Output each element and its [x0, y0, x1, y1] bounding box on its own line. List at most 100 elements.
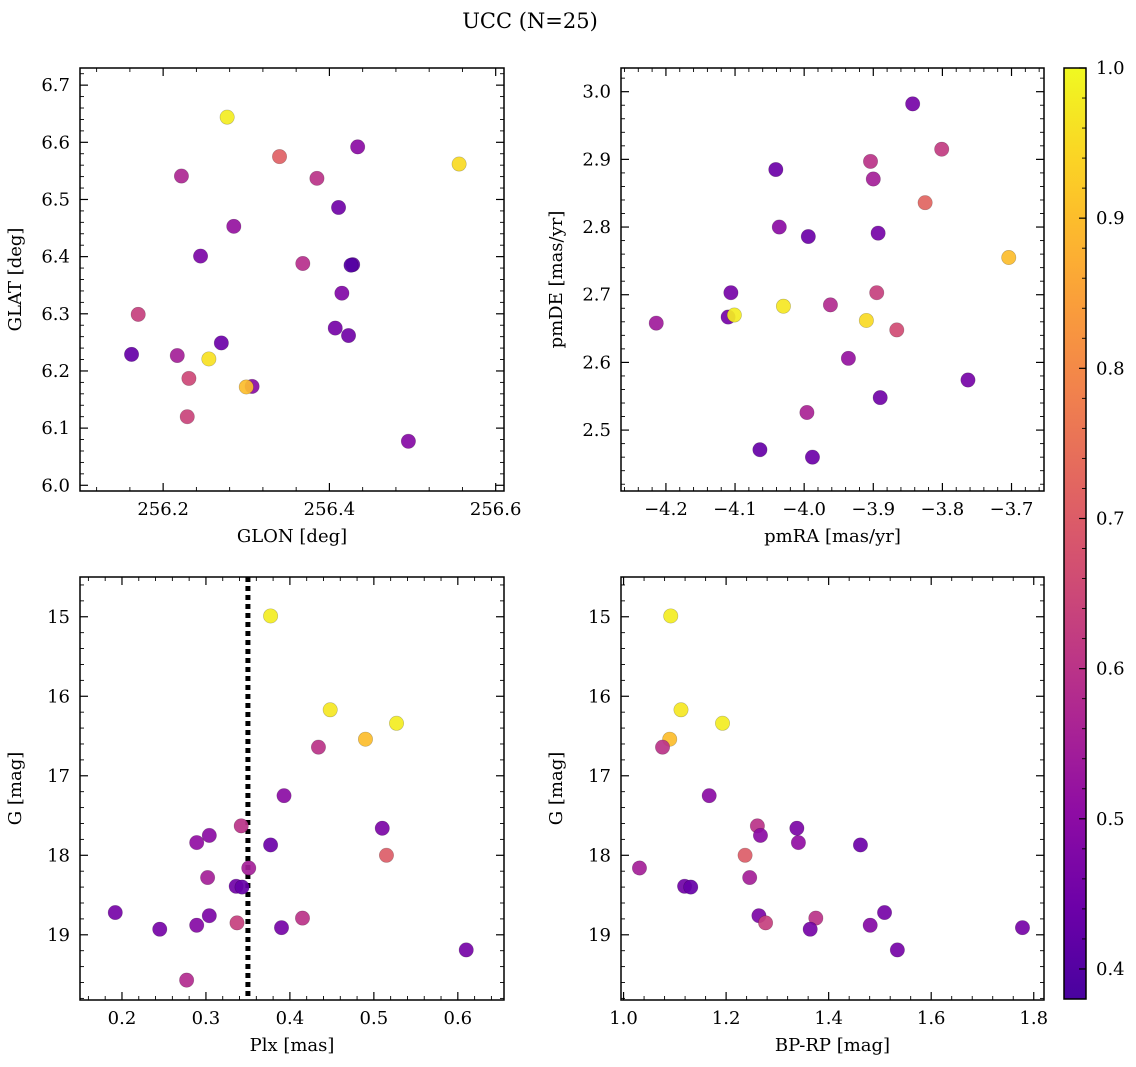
- panels: 256.2 256.4 256.6 6.0 6.1 6.2 6.3 6.4 6.5 6.6 6.7 G…: [5, 67, 1048, 1056]
- y-tick-label: 15: [47, 607, 70, 628]
- data-point: [775, 298, 791, 314]
- data-point: [179, 972, 195, 988]
- colorbar-gradient: [1064, 68, 1086, 999]
- x-tick-label: −4.2: [644, 499, 688, 520]
- data-point: [655, 739, 671, 755]
- y-tick-label: 6.7: [41, 75, 70, 96]
- x-tick-label: 1.8: [1019, 1008, 1048, 1029]
- x-tick-label: 256.6: [470, 499, 522, 520]
- data-point: [799, 404, 815, 420]
- x-tick-label: −3.8: [921, 499, 965, 520]
- data-point: [752, 442, 768, 458]
- data-point: [701, 788, 717, 804]
- panel-4: 1.0 1.2 1.4 1.6 1.8 15 16 17 18 19 BP-RP [mag] G [m…: [546, 576, 1048, 1056]
- y-tick-label: 19: [47, 925, 70, 946]
- panel-1: 256.2 256.4 256.6 6.0 6.1 6.2 6.3 6.4 6.5 6.6 6.7 G…: [5, 67, 522, 547]
- data-point: [715, 715, 731, 731]
- y-tick-label: 6.4: [41, 247, 70, 268]
- axes-frame: [79, 67, 505, 492]
- data-point: [274, 920, 290, 936]
- data-point: [229, 915, 245, 931]
- y-tick-label: 2.7: [582, 285, 611, 306]
- data-point: [905, 96, 921, 112]
- data-point: [862, 917, 878, 933]
- x-tick-label: 0.5: [360, 1008, 389, 1029]
- data-point: [771, 219, 787, 235]
- y-tick-label: 6.6: [41, 132, 70, 153]
- data-point: [130, 306, 146, 322]
- data-point: [458, 942, 474, 958]
- axes-frame: [79, 576, 505, 1001]
- y-axis-label: GLAT [deg]: [5, 228, 26, 332]
- y-tick-label: 6.3: [41, 304, 70, 325]
- data-point: [790, 835, 806, 851]
- data-point: [189, 835, 205, 851]
- data-point: [960, 372, 976, 388]
- data-point: [889, 942, 905, 958]
- y-tick-label: 2.5: [582, 420, 611, 441]
- data-point: [201, 908, 217, 924]
- data-point: [451, 156, 467, 172]
- data-point: [872, 390, 888, 406]
- data-point: [350, 139, 366, 155]
- x-axis-label: BP-RP [mag]: [775, 1035, 890, 1056]
- data-point: [631, 860, 647, 876]
- data-point: [737, 847, 753, 863]
- data-point: [343, 257, 359, 273]
- colorbar-tick-label: 0.7: [1096, 508, 1125, 529]
- data-point: [107, 905, 123, 921]
- data-point: [378, 847, 394, 863]
- data-point: [310, 739, 326, 755]
- y-axis-label: pmDE [mas/yr]: [546, 211, 567, 349]
- x-tick-label: 256.4: [304, 499, 356, 520]
- data-point: [840, 350, 856, 366]
- x-tick-label: 1.0: [609, 1008, 638, 1029]
- data-point: [374, 820, 390, 836]
- y-tick-label: 18: [588, 845, 611, 866]
- y-tick-label: 19: [588, 925, 611, 946]
- data-point: [1001, 250, 1017, 266]
- data-point: [181, 370, 197, 386]
- data-point: [341, 328, 357, 344]
- data-point: [865, 171, 881, 187]
- data-point: [238, 379, 254, 395]
- data-point: [327, 320, 343, 336]
- data-point: [219, 109, 235, 125]
- x-tick-label: 0.2: [108, 1008, 137, 1029]
- data-point: [917, 195, 933, 211]
- data-point: [663, 608, 679, 624]
- data-point: [400, 433, 416, 449]
- data-point: [241, 860, 257, 876]
- x-tick-label: 1.2: [712, 1008, 741, 1029]
- data-point: [179, 409, 195, 425]
- x-tick-label: −4.0: [782, 499, 826, 520]
- data-point: [233, 818, 249, 834]
- data-point: [234, 879, 250, 895]
- y-tick-label: 16: [47, 686, 70, 707]
- colorbar-tick-label: 0.6: [1096, 659, 1125, 680]
- x-tick-label: 256.2: [137, 499, 189, 520]
- data-point: [869, 285, 885, 301]
- data-point: [309, 170, 325, 186]
- data-point: [1014, 920, 1030, 936]
- x-tick-label: −3.7: [990, 499, 1034, 520]
- data-point: [889, 322, 905, 338]
- data-point: [294, 910, 310, 926]
- data-point: [124, 346, 140, 362]
- data-point: [295, 255, 311, 271]
- x-tick-label: −3.9: [851, 499, 895, 520]
- data-point: [683, 879, 699, 895]
- data-point: [322, 702, 338, 718]
- data-point: [648, 315, 664, 331]
- data-point: [752, 827, 768, 843]
- x-tick-label: 0.4: [276, 1008, 305, 1029]
- panel-3: 0.2 0.3 0.4 0.5 0.6 15 16 17 18 19 Plx [mas] G [mag…: [5, 576, 505, 1056]
- data-point: [389, 715, 405, 731]
- colorbar-tick-label: 0.8: [1096, 358, 1125, 379]
- data-point: [800, 229, 816, 245]
- data-point: [726, 307, 742, 323]
- axes-frame: [620, 576, 1045, 1001]
- colorbar-frame: [1063, 67, 1087, 1000]
- data-point: [201, 351, 217, 367]
